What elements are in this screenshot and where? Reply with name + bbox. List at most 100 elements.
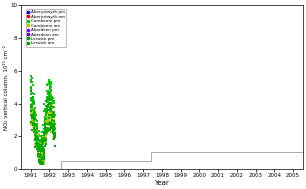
Point xyxy=(174,118,179,121)
Point xyxy=(255,75,260,78)
Point xyxy=(136,117,140,120)
Point xyxy=(36,154,41,157)
Point xyxy=(291,94,296,97)
Point xyxy=(81,107,86,110)
Point xyxy=(223,135,228,138)
Point xyxy=(108,117,113,120)
Point xyxy=(234,71,239,74)
Point xyxy=(51,105,56,108)
Point xyxy=(284,122,289,125)
Point xyxy=(242,132,247,136)
Point xyxy=(265,114,270,117)
Point xyxy=(94,129,99,132)
Point xyxy=(282,151,287,154)
Point xyxy=(80,117,85,120)
Point xyxy=(275,109,280,112)
Point xyxy=(160,62,165,65)
Point xyxy=(248,135,252,138)
Point xyxy=(237,79,242,82)
Point xyxy=(144,105,149,108)
Point xyxy=(124,120,129,123)
Point xyxy=(164,106,169,109)
Point xyxy=(122,66,127,69)
Point xyxy=(83,113,88,116)
Point xyxy=(164,118,169,121)
Point xyxy=(162,71,167,74)
Point xyxy=(247,116,252,119)
Point xyxy=(274,95,279,98)
Point xyxy=(56,146,61,149)
Point xyxy=(39,125,44,128)
Point xyxy=(297,124,302,127)
Point xyxy=(112,127,117,130)
Point xyxy=(41,136,46,139)
Point xyxy=(295,96,300,99)
Point xyxy=(60,89,65,92)
Point xyxy=(120,60,125,63)
Point xyxy=(51,120,56,123)
Point xyxy=(183,96,188,99)
Point xyxy=(82,109,87,112)
Point xyxy=(140,108,145,111)
Point xyxy=(98,139,103,142)
Point xyxy=(93,130,98,133)
Point xyxy=(267,100,272,103)
Point xyxy=(256,105,261,108)
Point xyxy=(295,107,300,110)
Point xyxy=(69,106,74,109)
Point xyxy=(51,119,56,122)
Point xyxy=(42,128,47,131)
Point xyxy=(122,67,127,70)
Point xyxy=(61,127,66,130)
Point xyxy=(171,142,176,145)
Point xyxy=(134,120,139,123)
Point xyxy=(39,147,44,150)
Point xyxy=(153,141,158,144)
Point xyxy=(105,73,110,76)
Point xyxy=(197,58,202,61)
Point xyxy=(254,108,259,111)
Point xyxy=(198,96,203,99)
Point xyxy=(129,119,134,122)
Point xyxy=(53,132,58,135)
Point xyxy=(124,64,129,67)
Point xyxy=(87,108,92,111)
Point xyxy=(214,66,219,69)
Point xyxy=(38,117,43,120)
Point xyxy=(237,113,242,116)
Point xyxy=(248,127,253,130)
Point xyxy=(241,118,246,121)
Point xyxy=(252,60,256,63)
Point xyxy=(211,79,216,82)
Point xyxy=(172,140,177,143)
Point xyxy=(145,99,150,102)
Point xyxy=(138,100,143,103)
Point xyxy=(66,68,71,71)
Point xyxy=(247,143,252,146)
Point xyxy=(238,96,243,99)
Point xyxy=(206,137,211,140)
Point xyxy=(250,98,255,101)
Point xyxy=(102,44,107,47)
Point xyxy=(65,57,70,60)
Point xyxy=(75,146,80,149)
Point xyxy=(199,92,203,95)
Point xyxy=(261,144,266,147)
Point xyxy=(246,152,251,155)
Point xyxy=(248,99,253,102)
Point xyxy=(252,99,256,102)
Point xyxy=(199,38,203,41)
Point xyxy=(294,110,299,113)
Point xyxy=(36,140,41,143)
Point xyxy=(223,143,228,146)
Point xyxy=(32,74,36,77)
Point xyxy=(118,88,123,91)
Point xyxy=(47,105,52,108)
Point xyxy=(33,131,38,134)
Point xyxy=(127,113,132,116)
Point xyxy=(56,130,61,133)
Point xyxy=(247,135,252,138)
Point xyxy=(265,124,270,127)
Point xyxy=(280,144,285,147)
Point xyxy=(56,147,61,150)
